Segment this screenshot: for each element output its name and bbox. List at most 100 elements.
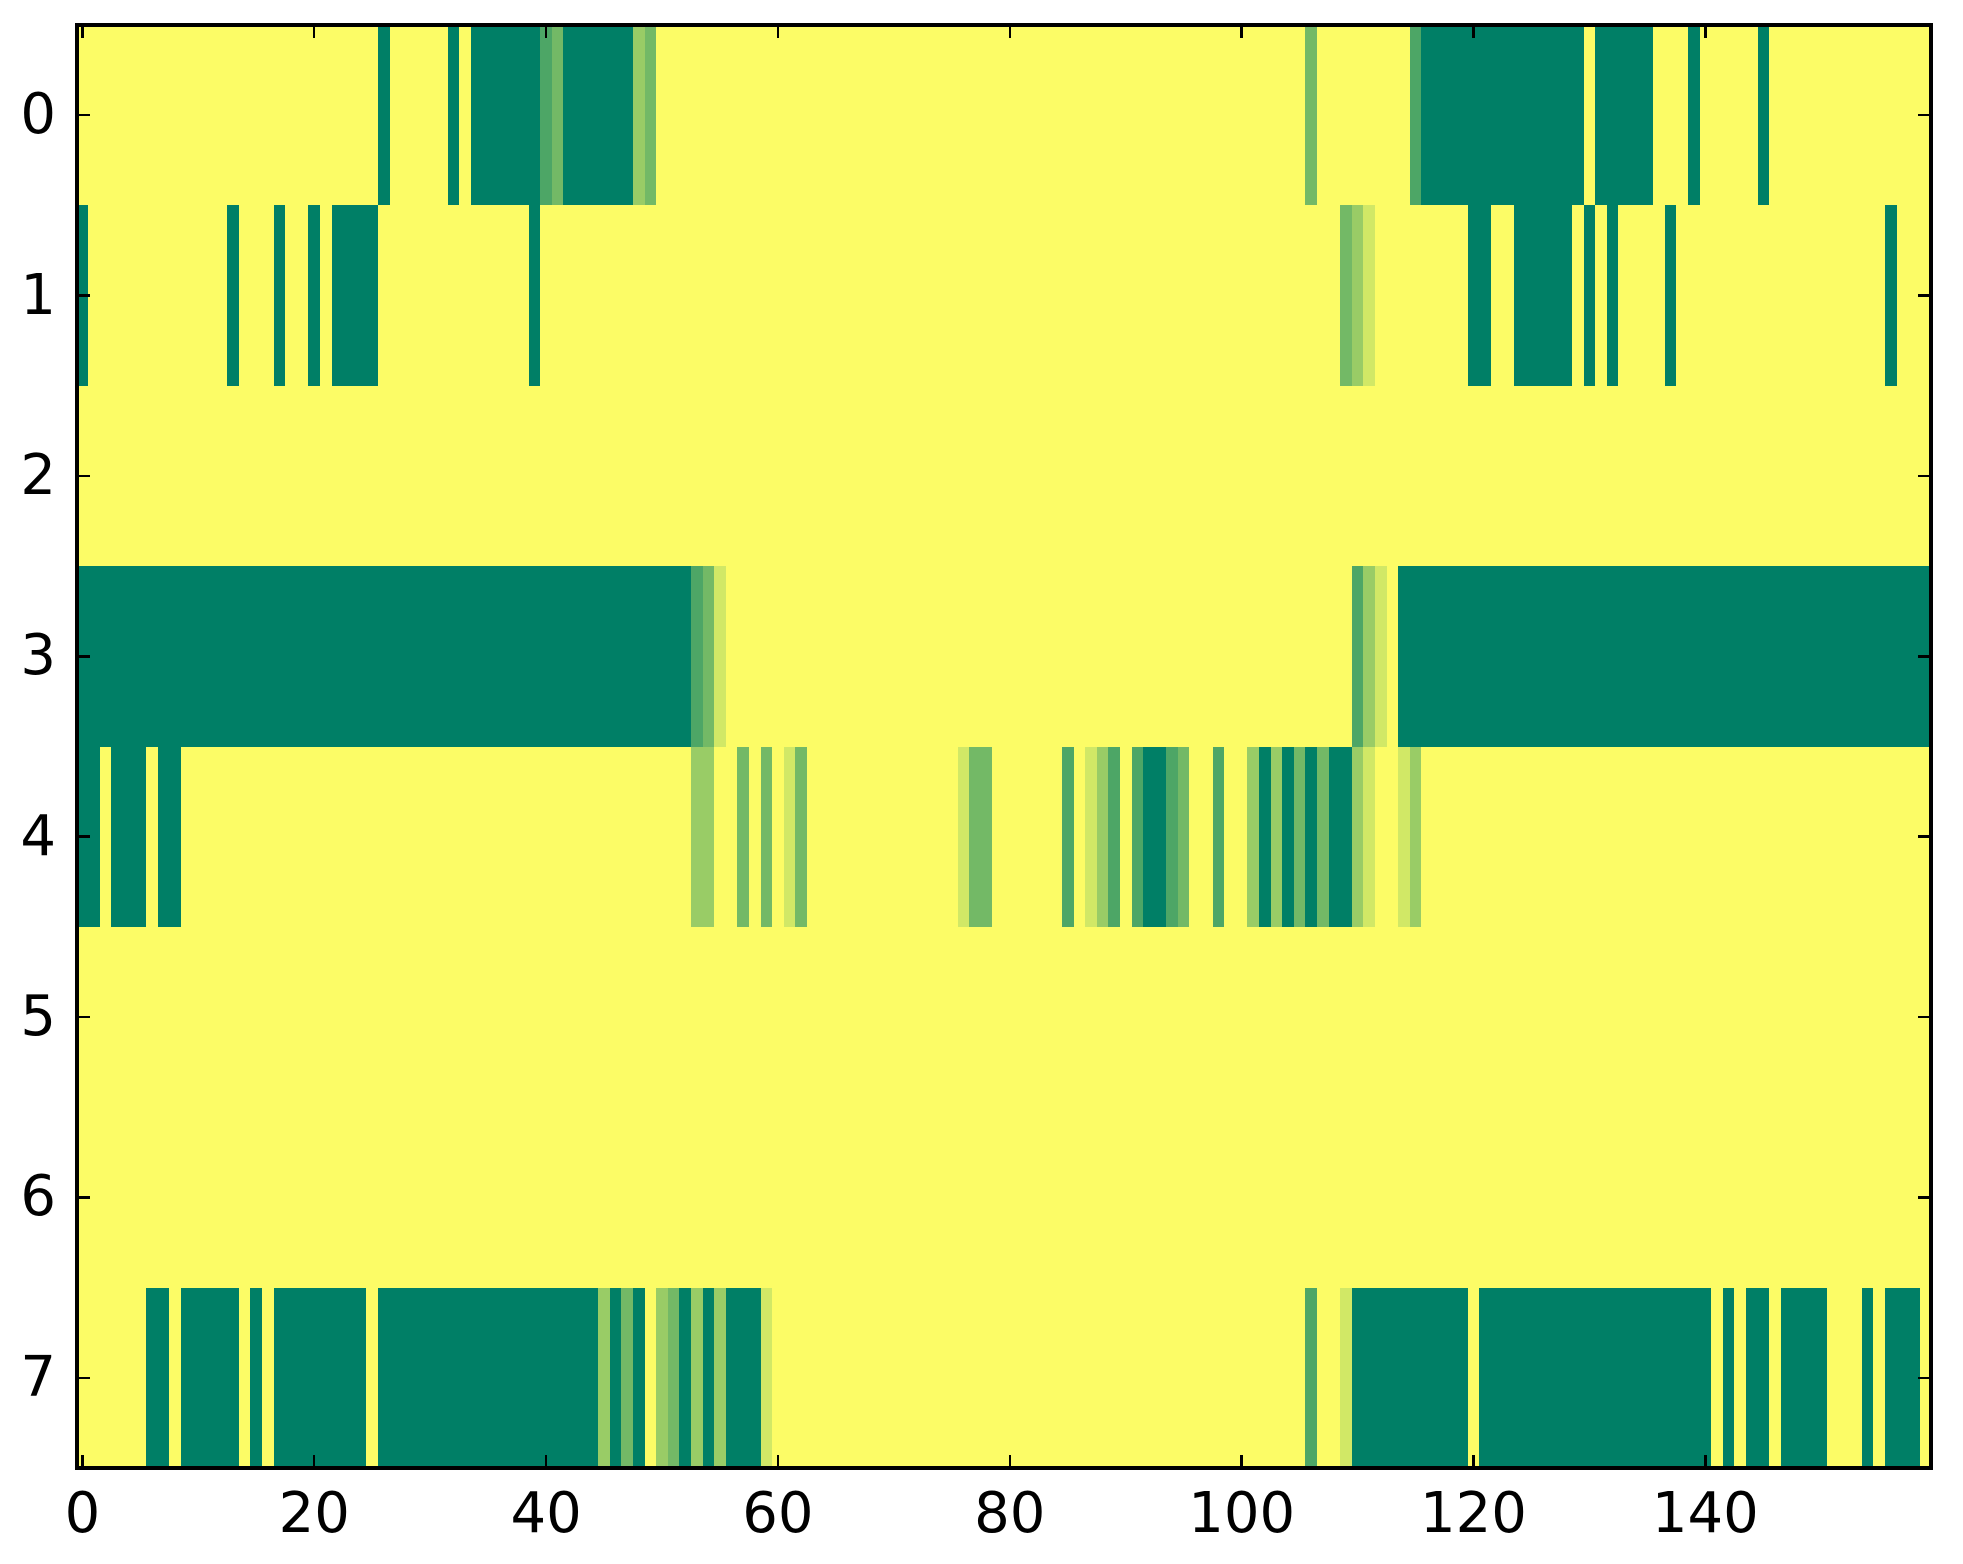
x-tick-label: 0 xyxy=(64,1481,101,1546)
heatmap-cell xyxy=(1757,25,1770,206)
y-tick-mark xyxy=(1918,655,1932,658)
y-tick-mark xyxy=(1918,1015,1932,1019)
heatmap-cell xyxy=(1479,1287,1712,1468)
y-tick-label: 2 xyxy=(20,442,56,508)
heatmap-cell xyxy=(146,1287,170,1468)
heatmap-cell xyxy=(690,746,715,927)
heatmap-cell xyxy=(644,25,657,206)
heatmap-cell xyxy=(1270,746,1283,927)
heatmap-cell xyxy=(690,1287,703,1468)
heatmap-cell xyxy=(377,25,390,206)
y-tick-mark xyxy=(76,1015,90,1019)
y-tick-mark xyxy=(76,835,90,838)
x-tick-mark xyxy=(1472,1455,1475,1468)
heatmap-cell xyxy=(1421,25,1584,206)
heatmap-cell xyxy=(1259,746,1271,927)
x-tick-mark xyxy=(1008,25,1012,38)
heatmap-cell xyxy=(1363,746,1375,927)
x-tick-mark xyxy=(1704,1455,1707,1468)
heatmap-cell xyxy=(1316,746,1329,927)
x-tick-label: 40 xyxy=(510,1481,582,1546)
heatmap-cell xyxy=(714,1287,726,1468)
heatmap-row xyxy=(76,566,1932,747)
heatmap-cell xyxy=(1328,746,1352,927)
heatmap-cell xyxy=(540,25,552,206)
x-tick-mark xyxy=(1240,25,1243,38)
heatmap-cell xyxy=(1166,746,1178,927)
heatmap-row xyxy=(77,1287,1932,1468)
heatmap-cell xyxy=(1085,746,1097,927)
x-tick-label: 60 xyxy=(742,1481,814,1546)
heatmap-cell xyxy=(760,746,773,927)
heatmap-row xyxy=(77,25,1932,206)
heatmap-cell xyxy=(1363,205,1375,386)
heatmap-cell xyxy=(1212,746,1225,927)
x-tick-label: 20 xyxy=(278,1481,350,1546)
heatmap-cell xyxy=(1885,1287,1920,1468)
heatmap-cell xyxy=(1177,746,1190,927)
heatmap-cell xyxy=(1061,746,1074,927)
heatmap-cell xyxy=(1351,205,1364,386)
heatmap-cell xyxy=(609,1287,622,1468)
y-tick-label: 4 xyxy=(20,803,56,869)
y-tick-mark xyxy=(76,1196,90,1199)
heatmap-cell xyxy=(725,1287,761,1468)
heatmap-cell xyxy=(656,1287,668,1468)
heatmap-cell xyxy=(1745,1287,1770,1468)
x-tick-label: 100 xyxy=(1188,1481,1296,1546)
heatmap-cell xyxy=(273,205,286,386)
heatmap-cell xyxy=(1409,746,1422,927)
heatmap-cell xyxy=(1293,746,1306,927)
heatmap-cell xyxy=(227,205,239,386)
heatmap-cell xyxy=(1108,746,1120,927)
heatmap-cell xyxy=(1363,566,1375,747)
heatmap-cell xyxy=(679,1287,691,1468)
heatmap-cell xyxy=(714,566,726,747)
heatmap-cell xyxy=(783,746,796,927)
x-tick-mark xyxy=(1240,1455,1243,1468)
y-tick-mark xyxy=(1918,294,1932,297)
x-tick-label: 80 xyxy=(974,1481,1046,1546)
heatmap-cell xyxy=(1687,25,1700,206)
heatmap-cell xyxy=(667,1287,680,1468)
heatmap-row xyxy=(77,1107,1932,1287)
x-tick-mark xyxy=(81,1455,84,1468)
heatmap-cell xyxy=(1885,205,1897,386)
x-tick-mark xyxy=(776,25,780,38)
y-tick-mark xyxy=(1918,474,1932,478)
x-tick-mark xyxy=(1704,25,1707,38)
heatmap-background xyxy=(76,25,1932,1468)
heatmap-cell xyxy=(76,566,691,747)
y-tick-mark xyxy=(1918,113,1932,117)
y-tick-mark xyxy=(1918,1196,1932,1199)
x-tick-label: 120 xyxy=(1420,1481,1527,1546)
heatmap-cell xyxy=(598,1287,610,1468)
heatmap-cell xyxy=(111,746,147,927)
y-tick-mark xyxy=(1918,1376,1932,1380)
heatmap-cell xyxy=(1606,205,1619,386)
heatmap-cell xyxy=(1780,1287,1828,1468)
y-tick-label: 7 xyxy=(20,1344,56,1410)
x-tick-mark xyxy=(312,1455,316,1468)
heatmap-row xyxy=(77,386,1932,566)
heatmap-cell xyxy=(760,1287,773,1468)
heatmap-cell xyxy=(551,25,564,206)
heatmap-cell xyxy=(563,25,634,206)
heatmap-cell xyxy=(1398,746,1410,927)
y-tick-mark xyxy=(76,294,90,297)
y-tick-label: 5 xyxy=(20,984,56,1050)
heatmap-cell xyxy=(1305,1287,1317,1468)
heatmap-cell xyxy=(969,746,993,927)
heatmap-cell xyxy=(1305,25,1317,206)
heatmap-cell xyxy=(180,1287,239,1468)
heatmap-cell xyxy=(377,1287,599,1468)
heatmap-cell xyxy=(957,746,970,927)
y-tick-label: 0 xyxy=(20,82,56,148)
heatmap-cell xyxy=(1305,746,1317,927)
heatmap-cell xyxy=(250,1287,263,1468)
heatmap-cell xyxy=(447,25,460,206)
heatmap-cell xyxy=(1664,205,1677,386)
x-tick-mark xyxy=(544,25,548,38)
y-tick-mark xyxy=(76,655,90,658)
heatmap-cell xyxy=(1722,1287,1735,1468)
